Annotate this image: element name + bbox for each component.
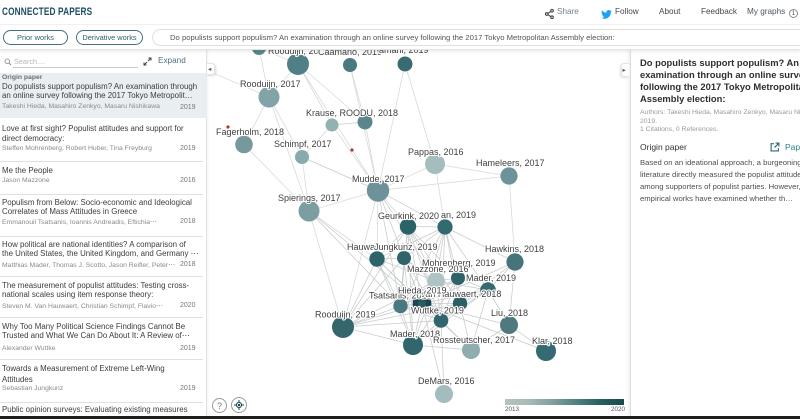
svg-text:Spierings, 2017: Spierings, 2017 [278,193,341,203]
svg-text:Mohrenberg, 2019: Mohrenberg, 2019 [422,258,496,268]
svg-text:Caamano, 2019: Caamano, 2019 [318,50,382,57]
svg-text:Klar, 2018: Klar, 2018 [532,336,573,346]
svg-text:Fagerholm, 2018: Fagerholm, 2018 [216,127,284,137]
svg-text:an, 2019: an, 2019 [441,210,476,220]
svg-text:Mader, 2018: Mader, 2018 [390,329,440,339]
svg-text:Rooduijn, 2017: Rooduijn, 2017 [240,79,301,89]
svg-text:Rossteutscher, 2017: Rossteutscher, 2017 [433,335,515,345]
svg-text:Rooduijn, 2019: Rooduijn, 2019 [315,310,376,320]
svg-text:Rooduijn, 20: Rooduijn, 20 [268,50,319,56]
svg-text:DeMars, 2016: DeMars, 2016 [418,376,475,386]
svg-text:Hauwaert, 2019: Hauwaert, 2019 [347,242,411,252]
svg-text:Hieda, 2019: Hieda, 2019 [398,286,447,296]
svg-text:Schimpf, 2017: Schimpf, 2017 [274,139,332,149]
svg-text:Hameleers, 2017: Hameleers, 2017 [476,158,545,168]
svg-text:Pappas, 2016: Pappas, 2016 [408,147,464,157]
svg-text:Liu, 2018: Liu, 2018 [491,308,528,318]
svg-text:Van Hauwaert, 2018: Van Hauwaert, 2018 [420,289,501,299]
svg-text:Tsatsanis, 2018: Tsatsanis, 2018 [369,291,432,301]
svg-text:Hawkins, 2018: Hawkins, 2018 [485,244,544,254]
svg-text:Jungkunz, 2019: Jungkunz, 2019 [374,242,438,252]
svg-text:Wuttke, 2019: Wuttke, 2019 [411,306,464,316]
svg-text:amani, 2019: amani, 2019 [379,50,429,55]
svg-text:Geurkink, 2020: Geurkink, 2020 [378,211,439,221]
svg-text:Mazzone, 2016: Mazzone, 2016 [407,264,469,274]
svg-text:Krause, ROODU, 2018: Krause, ROODU, 2018 [306,108,398,118]
svg-text:Mudde, 2017: Mudde, 2017 [352,174,405,184]
svg-text:Mader, 2019: Mader, 2019 [466,273,516,283]
